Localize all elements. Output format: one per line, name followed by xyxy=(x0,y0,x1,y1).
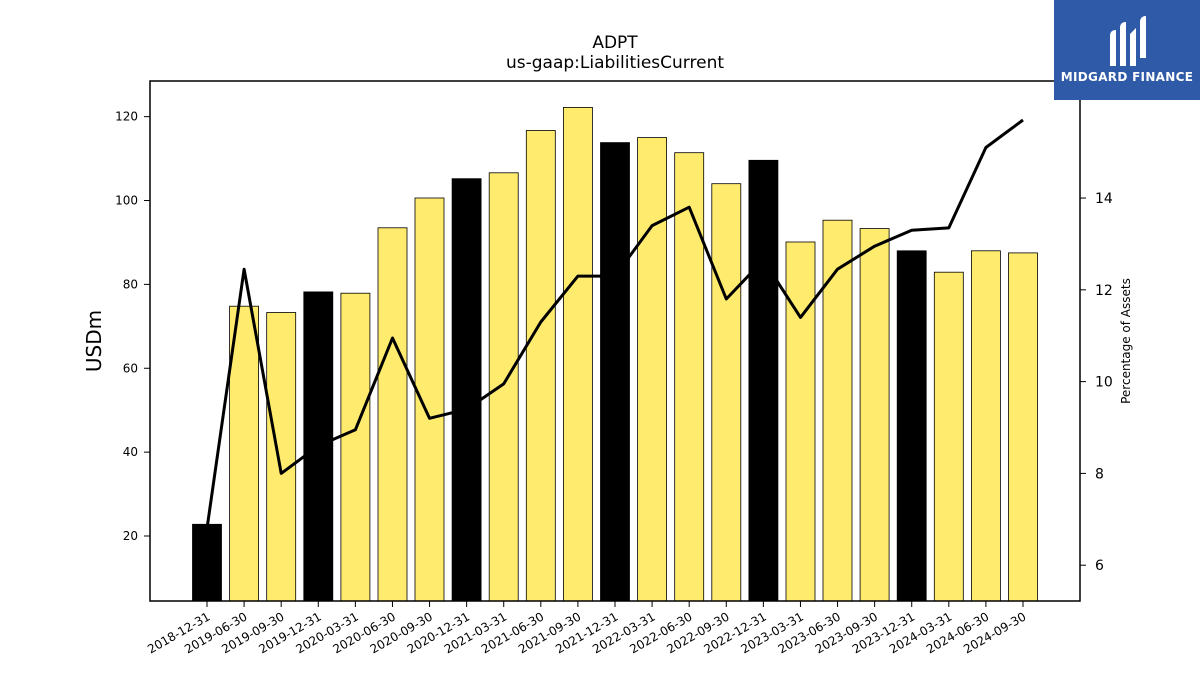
y2-tick-label: 12 xyxy=(1095,283,1113,299)
y2-axis-label: Percentage of Assets xyxy=(1119,278,1133,404)
bar xyxy=(1008,252,1038,602)
y-tick-label: 120 xyxy=(115,110,138,124)
bar xyxy=(340,292,371,602)
bar xyxy=(229,305,260,602)
bar xyxy=(971,250,1001,602)
bar xyxy=(674,152,705,602)
midgard-logo-icon xyxy=(1110,16,1146,66)
bar xyxy=(637,137,667,602)
x-axis: 2018-12-312019-06-302019-09-302019-12-31… xyxy=(145,601,1029,656)
bar xyxy=(896,250,927,602)
bar xyxy=(822,219,853,602)
brand-logo: MIDGARD FINANCE xyxy=(1054,0,1200,100)
bar xyxy=(563,107,593,602)
bar xyxy=(711,183,742,602)
bar xyxy=(748,159,779,602)
bar xyxy=(785,241,816,602)
percentage-line xyxy=(205,118,1024,529)
bar xyxy=(933,271,964,602)
bar xyxy=(266,312,297,602)
line-series xyxy=(205,118,1024,529)
bar xyxy=(488,172,519,602)
y2-tick-label: 8 xyxy=(1095,466,1104,482)
y2-tick-label: 14 xyxy=(1095,191,1113,207)
right-axis: 6 8 10 12 14 xyxy=(1080,191,1113,574)
bar xyxy=(525,130,556,602)
y-tick-label: 80 xyxy=(123,277,138,291)
y2-tick-label: 6 xyxy=(1095,558,1104,574)
chart-title: ADPT xyxy=(592,33,638,53)
y-tick-label: 60 xyxy=(123,361,138,375)
bar xyxy=(859,228,890,602)
y-tick-label: 20 xyxy=(123,529,138,543)
bar xyxy=(451,178,482,602)
bar xyxy=(600,142,630,602)
y2-tick-label: 10 xyxy=(1095,375,1113,391)
y-axis-label: USDm xyxy=(82,310,106,372)
logo-text: MIDGARD FINANCE xyxy=(1060,70,1194,84)
y-tick-label: 40 xyxy=(123,445,138,459)
bar xyxy=(192,523,222,602)
bar-series xyxy=(192,107,1038,602)
left-axis: 20 40 60 80 100 120 xyxy=(115,110,150,543)
chart-subtitle: us-gaap:LiabilitiesCurrent xyxy=(506,53,724,73)
y-tick-label: 100 xyxy=(115,194,138,208)
bar xyxy=(377,227,408,602)
